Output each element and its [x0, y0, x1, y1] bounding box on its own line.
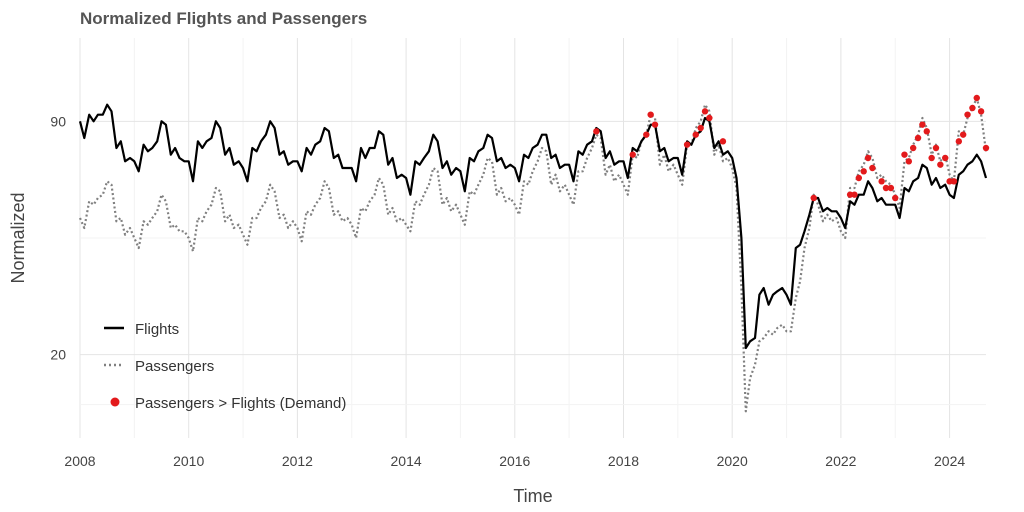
data-layer: [78, 94, 990, 413]
demand-point: [882, 184, 890, 192]
demand-point: [955, 138, 963, 145]
demand-point: [810, 194, 817, 202]
demand-point: [982, 144, 990, 152]
legend-demand-label: Passengers > Flights (Demand): [135, 395, 346, 412]
demand-point: [887, 184, 895, 192]
demand-point: [629, 151, 636, 158]
demand-point: [959, 131, 967, 138]
demand-point: [950, 178, 958, 185]
tick-labels: 2008 2010 2012 2014 2016 2018 2020 2022 2024 20 90: [50, 113, 965, 469]
legend-flights-label: Flights: [135, 321, 179, 338]
demand-point: [719, 138, 727, 145]
demand-point: [647, 111, 654, 118]
demand-point: [937, 161, 944, 168]
demand-point: [697, 124, 704, 132]
demand-point: [923, 128, 930, 135]
grid-lines: [79, 38, 986, 438]
x-tick-label: 2022: [825, 453, 856, 469]
x-tick-label: 2010: [173, 453, 204, 469]
demand-point: [683, 141, 691, 148]
demand-point: [864, 154, 872, 162]
y-tick-label: 20: [50, 347, 66, 363]
demand-point: [892, 194, 899, 202]
demand-point: [964, 111, 971, 118]
demand-point: [593, 128, 600, 135]
y-axis-title: Normalized: [8, 192, 28, 283]
demand-point: [706, 114, 713, 122]
x-tick-label: 2008: [64, 453, 95, 469]
demand-point: [869, 164, 876, 172]
x-tick-label: 2014: [391, 453, 422, 469]
y-tick-label: 90: [50, 113, 66, 129]
demand-point: [851, 191, 858, 198]
demand-point: [973, 94, 980, 102]
demand-point: [878, 178, 885, 185]
chart-title: Normalized Flights and Passengers: [80, 9, 368, 28]
x-tick-label: 2020: [717, 453, 748, 469]
demand-point: [969, 104, 976, 112]
legend-demand-swatch: [110, 397, 120, 407]
x-axis-title: Time: [513, 486, 552, 506]
passengers-series-line: [78, 96, 988, 413]
demand-point: [928, 154, 935, 162]
x-tick-label: 2016: [499, 453, 530, 469]
demand-point: [932, 144, 940, 152]
x-tick-label: 2024: [934, 453, 965, 469]
demand-point: [855, 174, 863, 182]
demand-point: [901, 151, 908, 158]
demand-point: [643, 131, 650, 138]
demand-point: [914, 134, 922, 142]
demand-point: [692, 131, 699, 138]
demand-point: [919, 121, 926, 128]
legend: Flights Passengers Passengers > Flights …: [104, 321, 346, 412]
legend-passengers-label: Passengers: [135, 358, 214, 375]
demand-point: [977, 108, 985, 115]
demand-point: [905, 158, 913, 165]
demand-point: [942, 154, 949, 162]
flights-series-line: [78, 103, 988, 350]
x-tick-label: 2012: [282, 453, 313, 469]
demand-point: [860, 168, 867, 175]
demand-point: [909, 144, 917, 152]
demand-point: [701, 108, 709, 115]
demand-point: [651, 121, 659, 128]
x-tick-label: 2018: [608, 453, 639, 469]
